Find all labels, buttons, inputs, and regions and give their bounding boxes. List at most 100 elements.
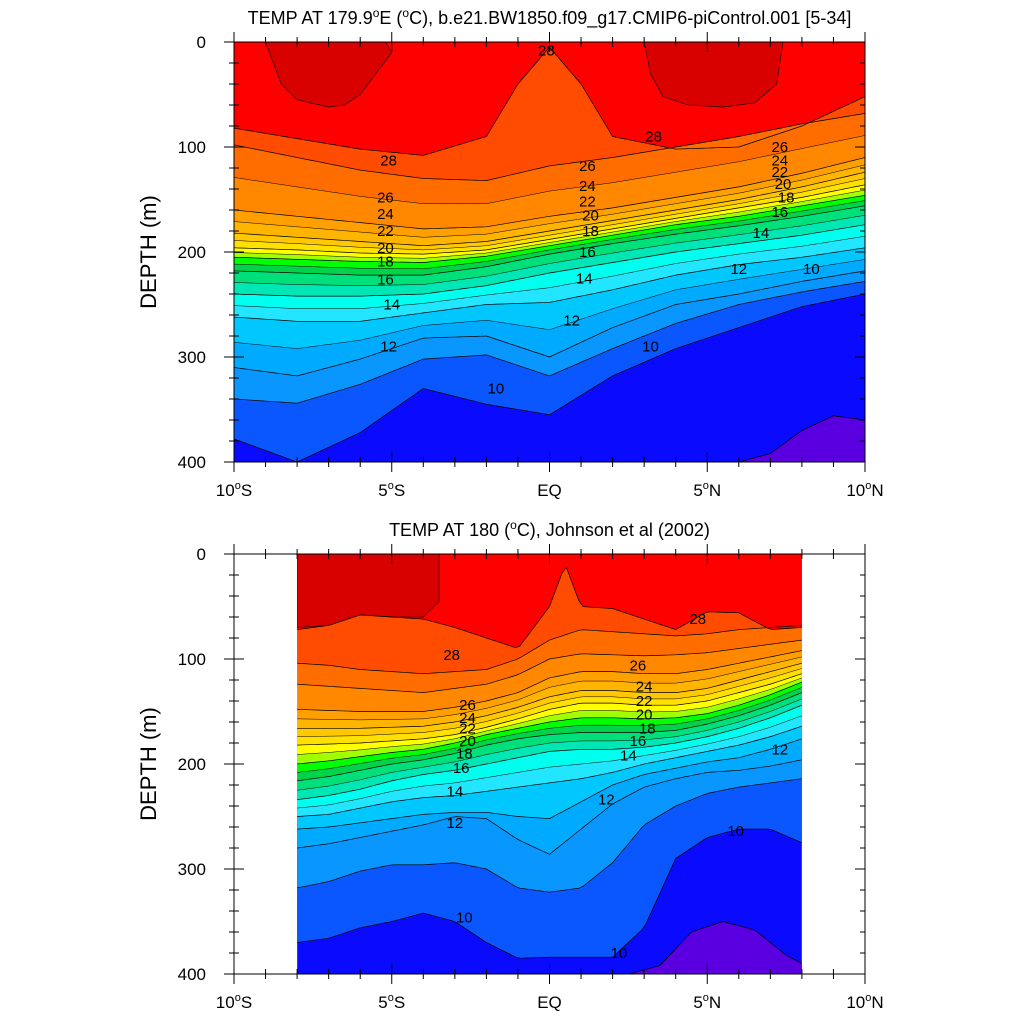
contour-label: 16 [771,204,788,221]
isotherm-25 [297,656,802,721]
isotherm-17 [297,698,802,791]
contour-label: 10 [456,909,473,926]
contour-label: 22 [579,194,596,211]
contour-label: 16 [453,760,470,777]
band-sub-level-23 [297,663,802,737]
contour-label: 16 [579,244,596,261]
contour-label: 28 [538,42,555,59]
isotherm-27 [234,135,865,204]
contour-label: 26 [629,657,646,674]
isotherm-20 [234,194,865,263]
contour-label: 26 [579,158,596,175]
contour-label: 14 [620,748,637,765]
band-level-9 [628,921,802,974]
band-sub-level-21 [234,184,865,259]
band-sub-level-17 [234,205,865,286]
band-level-9 [738,415,865,462]
isotherm-21 [234,189,865,259]
contour-label: 12 [598,792,615,809]
isotherm-12 [297,759,802,855]
contour-label: 20 [582,207,599,224]
isotherm-20 [297,681,802,765]
band-sub-level-17 [297,692,802,791]
contour-label: 12 [730,261,747,278]
y-tick-label: 200 [178,755,206,774]
x-tick-label: 10oS [216,992,252,1012]
contour-label: 22 [377,223,394,240]
isotherm-28 [297,625,802,675]
isotherm-11 [297,778,802,893]
contour-label: 22 [636,693,653,710]
contour-label: 26 [377,189,394,206]
isotherm-29 [297,566,802,649]
isotherm-26 [297,650,802,712]
isotherm-21 [297,677,802,755]
contour-label: 12 [563,312,580,329]
isotherm-23 [234,178,865,251]
band-sub-level-19 [234,195,865,269]
isotherm-22 [297,673,802,746]
contour-label: 28 [443,647,460,664]
contour-label: 18 [639,720,656,737]
band-sub-level-21 [297,673,802,755]
contour-label: 24 [459,710,476,727]
chart-title: TEMP AT 180 (oC), Johnson et al (2002) [389,518,710,540]
y-tick-label: 400 [178,965,206,984]
x-tick-label: 5oS [378,992,405,1012]
x-tick-label: EQ [537,993,562,1012]
contour-label: 22 [771,164,788,181]
bottom-panel: 2828262422201816141212102624222018161412… [136,518,884,1012]
y-tick-label: 400 [178,453,206,472]
contour-label: 22 [459,720,476,737]
contour-label: 10 [803,261,820,278]
y-tick-label: 100 [178,650,206,669]
isotherm-27 [297,639,802,693]
x-tick-label: 5oS [378,480,405,500]
isotherm-23 [297,668,802,737]
contour-label: 18 [456,746,473,763]
warm-patch-1 [643,42,784,108]
contour-label: 26 [771,139,788,156]
isotherm-14 [297,725,802,817]
isotherm-26 [234,157,865,230]
contour-label: 20 [636,707,653,724]
contour-label: 10 [727,823,744,840]
band-sub-level-13 [234,247,865,349]
isotherm-16 [297,704,802,801]
isotherm-24 [234,171,865,247]
isotherm-22 [234,184,865,255]
contour-label: 14 [383,297,400,314]
isotherm-10 [234,293,865,462]
band-sub-level-15 [234,224,865,309]
isotherm-17 [234,215,865,286]
isotherm-9 [628,921,802,974]
contour-label: 16 [629,733,646,750]
contour-label: 16 [377,271,394,288]
y-tick-label: 0 [197,33,206,52]
contour-label: 20 [459,733,476,750]
x-tick-label: 5oN [693,992,721,1012]
contour-label: 14 [753,225,770,242]
isotherm-9 [738,415,865,462]
x-tick-label: 5oN [693,480,721,500]
isotherm-12 [234,270,865,377]
y-tick-label: 200 [178,243,206,262]
isotherm-11 [234,281,865,404]
x-tick-label: EQ [537,481,562,500]
x-tick-label: 10oS [216,480,252,500]
contour-label: 18 [778,189,795,206]
contour-label: 14 [576,270,593,287]
y-tick-label: 300 [178,860,206,879]
band-sub-level-23 [234,172,865,250]
isotherm-25 [234,164,865,238]
warm-patch-0 [297,554,440,628]
isotherm-28 [234,113,865,181]
contour-label: 28 [645,129,662,146]
x-tick-label: 10oN [846,480,883,500]
isotherm-18 [234,205,865,276]
isotherm-15 [234,236,865,309]
contour-label: 12 [771,741,788,758]
isotherm-19 [297,687,802,773]
x-tick-label: 10oN [846,992,883,1012]
